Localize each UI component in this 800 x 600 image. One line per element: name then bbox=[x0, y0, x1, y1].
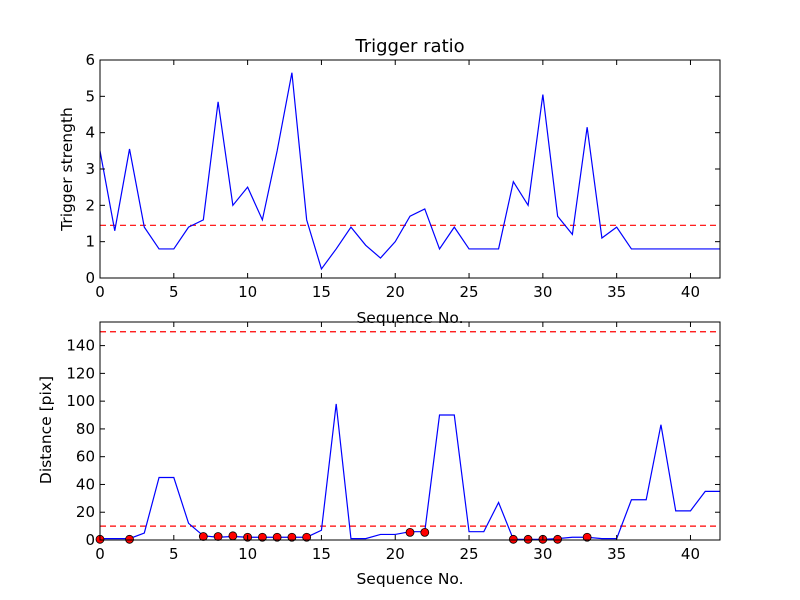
trigger-ratio-x-tick-label: 20 bbox=[386, 283, 405, 301]
distance-data-point bbox=[508, 534, 518, 544]
trigger-ratio-ylabel: Trigger strength bbox=[58, 107, 76, 232]
distance-data-point bbox=[213, 532, 223, 541]
distance-y-tick-label: 20 bbox=[76, 503, 95, 521]
distance-x-tick-label: 25 bbox=[460, 545, 479, 563]
distance-data-point bbox=[302, 532, 312, 542]
trigger-ratio-y-tick-label: 4 bbox=[85, 124, 95, 142]
trigger-ratio-chart: Trigger ratio Sequence No. Trigger stren… bbox=[58, 36, 721, 327]
trigger-ratio-y-tick-label: 2 bbox=[85, 196, 95, 214]
distance-x-tick-label: 0 bbox=[95, 545, 105, 563]
distance-xlabel: Sequence No. bbox=[356, 570, 463, 588]
distance-data-point bbox=[523, 534, 533, 544]
distance-data-point bbox=[405, 527, 415, 537]
distance-data-point bbox=[125, 534, 134, 544]
distance-data-point bbox=[257, 532, 267, 542]
distance-plot-area: 0 5 10 15 20 25 30 35 40 0 20 40 60 80 100 120 140 bbox=[66, 321, 721, 563]
distance-axes-frame bbox=[99, 321, 721, 541]
trigger-ratio-x-tick-label: 35 bbox=[607, 283, 626, 301]
distance-data-point bbox=[582, 532, 592, 542]
distance-data-point bbox=[272, 532, 282, 542]
distance-ylabel: Distance [pix] bbox=[37, 376, 55, 484]
distance-y-tick-label: 80 bbox=[76, 420, 95, 438]
trigger-ratio-y-tick-label: 6 bbox=[85, 51, 95, 69]
trigger-ratio-x-tick-label: 0 bbox=[95, 283, 105, 301]
distance-data-point bbox=[553, 534, 563, 544]
distance-data-point bbox=[228, 531, 238, 541]
distance-chart: Sequence No. Distance [pix] 0 5 10 15 20 25 30… bbox=[37, 321, 721, 588]
trigger-ratio-series-line bbox=[100, 72, 720, 271]
distance-x-tick-label: 35 bbox=[607, 545, 626, 563]
distance-y-tick-label: 140 bbox=[66, 337, 95, 355]
distance-data-point bbox=[198, 532, 208, 541]
trigger-ratio-x-tick-label: 25 bbox=[460, 283, 479, 301]
distance-x-tick-label: 5 bbox=[169, 545, 179, 563]
trigger-ratio-x-tick-label: 5 bbox=[169, 283, 179, 301]
distance-data-point bbox=[287, 532, 297, 542]
trigger-ratio-x-tick-label: 10 bbox=[238, 283, 257, 301]
distance-data-point bbox=[420, 527, 430, 537]
distance-y-tick-label: 120 bbox=[66, 364, 95, 382]
trigger-ratio-y-tick-label: 1 bbox=[85, 233, 95, 251]
trigger-ratio-x-tick-label: 40 bbox=[681, 283, 700, 301]
distance-x-tick-label: 10 bbox=[238, 545, 257, 563]
trigger-ratio-xlabel: Sequence No. bbox=[356, 309, 463, 327]
distance-y-tick-label: 0 bbox=[85, 531, 95, 549]
distance-y-tick-label: 60 bbox=[76, 448, 95, 466]
distance-x-tick-label: 40 bbox=[681, 545, 700, 563]
trigger-ratio-y-tick-label: 3 bbox=[85, 160, 95, 178]
trigger-ratio-x-tick-label: 15 bbox=[312, 283, 331, 301]
trigger-ratio-data-layer bbox=[100, 72, 720, 271]
distance-x-tick-label: 30 bbox=[533, 545, 552, 563]
distance-y-tick-label: 40 bbox=[76, 475, 95, 493]
distance-x-tick-label: 20 bbox=[386, 545, 405, 563]
trigger-ratio-plot-area: 0 5 10 15 20 25 30 35 40 0 1 2 3 4 5 6 bbox=[85, 51, 721, 301]
trigger-ratio-y-tick-label: 0 bbox=[85, 269, 95, 287]
trigger-ratio-y-tick-label: 5 bbox=[85, 87, 95, 105]
distance-y-tick-label: 100 bbox=[66, 392, 95, 410]
distance-x-tick-label: 15 bbox=[312, 545, 331, 563]
trigger-ratio-title: Trigger ratio bbox=[354, 36, 464, 57]
trigger-ratio-x-tick-label: 30 bbox=[533, 283, 552, 301]
